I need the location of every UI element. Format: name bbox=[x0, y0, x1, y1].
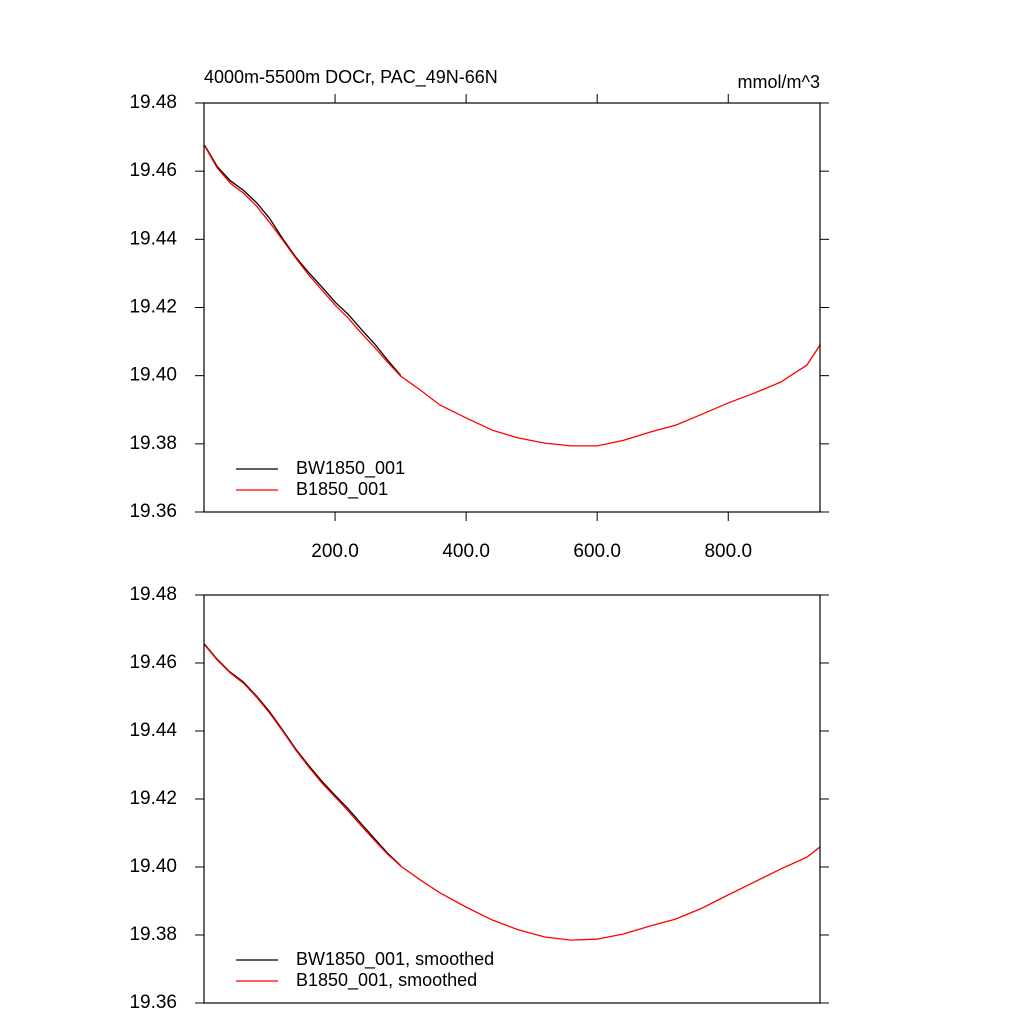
legend-label: BW1850_001, smoothed bbox=[296, 949, 494, 970]
y-tick-label: 19.44 bbox=[129, 228, 177, 249]
legend-label: B1850_001 bbox=[296, 479, 388, 500]
y-tick-label: 19.48 bbox=[129, 92, 177, 113]
y-tick-label: 19.42 bbox=[129, 788, 177, 809]
x-tick-label: 400.0 bbox=[442, 541, 490, 562]
legend-label: BW1850_001 bbox=[296, 458, 405, 479]
chart-title: 4000m-5500m DOCr, PAC_49N-66N bbox=[204, 67, 498, 88]
x-tick-label: 600.0 bbox=[573, 541, 621, 562]
units-label: mmol/m^3 bbox=[738, 72, 820, 92]
y-tick-label: 19.46 bbox=[129, 652, 177, 673]
y-tick-label: 19.46 bbox=[129, 160, 177, 181]
y-tick-label: 19.36 bbox=[129, 992, 177, 1013]
y-tick-label: 19.44 bbox=[129, 720, 177, 741]
y-tick-label: 19.38 bbox=[129, 924, 177, 945]
series-line bbox=[204, 644, 821, 941]
plot-frame bbox=[203, 594, 821, 1004]
series-line bbox=[204, 145, 821, 447]
x-tick-label: 800.0 bbox=[704, 541, 752, 562]
y-tick-label: 19.38 bbox=[129, 433, 177, 454]
y-tick-label: 19.42 bbox=[129, 297, 177, 318]
series-line bbox=[204, 144, 402, 376]
plot-frame bbox=[203, 102, 821, 513]
y-tick-label: 19.48 bbox=[129, 584, 177, 605]
y-tick-label: 19.36 bbox=[129, 501, 177, 522]
series-line bbox=[204, 643, 402, 867]
y-tick-label: 19.40 bbox=[129, 365, 177, 386]
legend-label: B1850_001, smoothed bbox=[296, 970, 477, 991]
y-tick-label: 19.40 bbox=[129, 856, 177, 877]
x-tick-label: 200.0 bbox=[311, 541, 359, 562]
